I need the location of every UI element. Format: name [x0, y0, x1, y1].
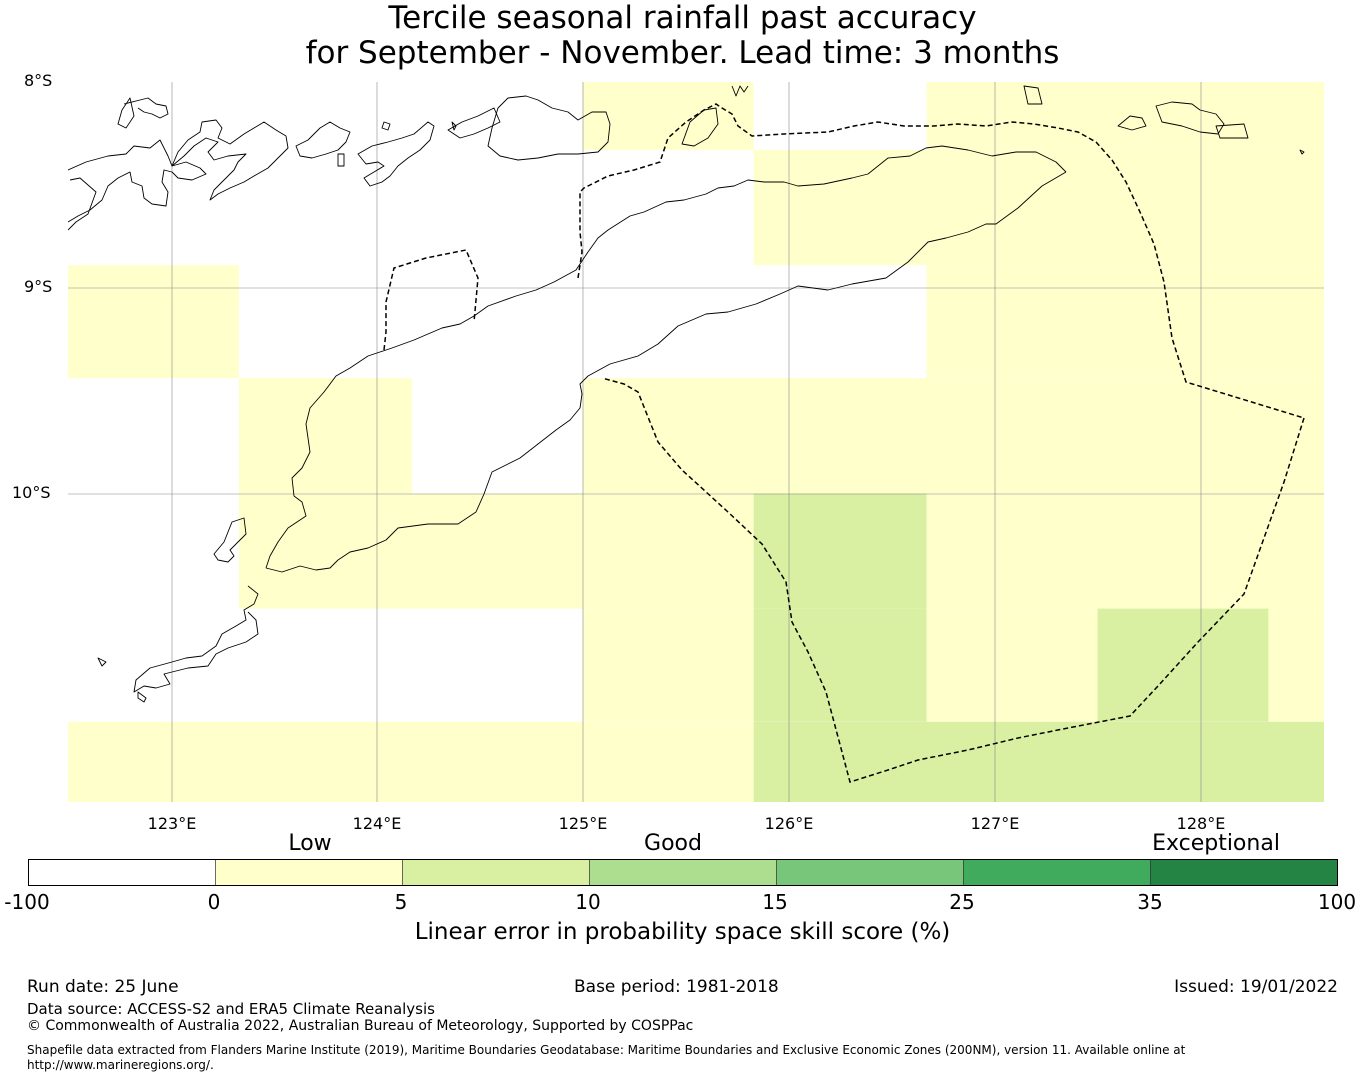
tick-0: 0 [207, 890, 221, 914]
tick-100: 100 [1317, 890, 1357, 914]
eez-boundary-north [577, 103, 1305, 419]
small-islet-east [1299, 149, 1305, 155]
skill-cell-13 [1097, 608, 1269, 722]
issued-date: Issued: 19/01/2022 [1174, 977, 1338, 997]
skill-cell-6 [582, 378, 1324, 494]
maritime-boundaries [383, 103, 1305, 783]
tick-5: 5 [394, 890, 408, 914]
skill-cell-10 [582, 608, 754, 722]
timor-south-coastline [265, 171, 1067, 573]
run-date: Run date: 25 June [27, 977, 179, 997]
chart-title-line2: for September - November. Lead time: 3 m… [305, 35, 1060, 71]
graticule [68, 82, 1324, 802]
ndana-coastline [137, 691, 147, 703]
category-exceptional: Exceptional [1152, 831, 1280, 856]
lon-label-125e: 125°E [558, 814, 608, 833]
skill-cell-11 [753, 608, 927, 722]
skill-cell-2 [753, 149, 1324, 266]
lon-label-123e: 123°E [147, 814, 197, 833]
colorbar-segment-4 [776, 859, 964, 886]
base-period: Base period: 1981-2018 [574, 977, 779, 997]
copyright: © Commonwealth of Australia 2022, Austra… [27, 1018, 694, 1034]
colorbar [28, 859, 1338, 886]
small-islet-2 [381, 121, 391, 131]
semau-coastline [133, 585, 259, 693]
category-good: Good [644, 831, 702, 856]
skill-cell-14 [1268, 608, 1324, 722]
category-low: Low [288, 831, 332, 856]
skill-cell-5 [238, 378, 412, 494]
skill-cell-12 [926, 608, 1098, 722]
land-outlines [68, 85, 1305, 703]
lon-label-124e: 124°E [352, 814, 402, 833]
skill-cell-0 [582, 82, 754, 150]
alor-coastline [357, 107, 501, 187]
colorbar-segment-5 [963, 859, 1151, 886]
skill-cell-3 [68, 265, 239, 379]
oecusse-boundary [383, 249, 479, 351]
tick-15: 15 [762, 890, 788, 914]
skill-cell-15 [68, 721, 754, 802]
colorbar-segment-2 [402, 859, 590, 886]
colorbar-segments [28, 859, 1338, 886]
lon-label-128e: 128°E [1176, 814, 1226, 833]
lembata-coastline [295, 121, 351, 159]
romang-coastline [1117, 115, 1147, 131]
small-islet-1 [337, 153, 345, 167]
colorbar-segment-0 [28, 859, 216, 886]
small-islet-3 [451, 121, 457, 131]
skill-cell-7 [238, 493, 754, 609]
rote-coastline [213, 517, 247, 563]
data-source: Data source: ACCESS-S2 and ERA5 Climate … [27, 1000, 435, 1018]
eez-boundary-south [601, 377, 1305, 783]
lon-label-126e: 126°E [764, 814, 814, 833]
shapefile-credit-line1: Shapefile data extracted from Flanders M… [27, 1043, 1186, 1057]
timor-north-coastline [265, 145, 1067, 569]
tick-10: 10 [575, 890, 601, 914]
flores-east-coastline [171, 119, 289, 201]
tick-35: 35 [1137, 890, 1163, 914]
skill-cell-4 [926, 265, 1324, 379]
colorbar-segment-1 [215, 859, 403, 886]
colorbar-segment-6 [1150, 859, 1338, 886]
skill-cell-16 [753, 721, 1324, 802]
colorbar-label: Linear error in probability space skill … [414, 919, 951, 945]
sawu-islet [97, 657, 107, 667]
skill-map [68, 82, 1324, 802]
wetar-coastline [487, 95, 611, 161]
skill-cell-9 [926, 493, 1324, 609]
small-islet-north [731, 85, 749, 97]
lat-label-8s: 8°S [24, 71, 53, 90]
chart-title-line1: Tercile seasonal rainfall past accuracy [388, 0, 977, 36]
lat-label-9s: 9°S [24, 277, 53, 296]
lon-label-127e: 127°E [970, 814, 1020, 833]
skill-cells-layer [68, 82, 1324, 802]
flores-coastline [68, 139, 207, 231]
adonara-coastline [117, 97, 169, 129]
kisar-coastline [1023, 85, 1043, 105]
tick-25: 25 [949, 890, 975, 914]
skill-cell-8 [753, 493, 927, 609]
babar-coastline [1155, 101, 1249, 139]
colorbar-segment-3 [589, 859, 777, 886]
lat-label-10s: 10°S [12, 483, 51, 502]
atauro-coastline [681, 107, 719, 147]
skill-cell-1 [926, 82, 1324, 150]
colorbar-frame [28, 859, 1338, 886]
shapefile-credit-line2: http://www.marineregions.org/. [27, 1058, 214, 1072]
tick-neg100: -100 [4, 890, 50, 914]
